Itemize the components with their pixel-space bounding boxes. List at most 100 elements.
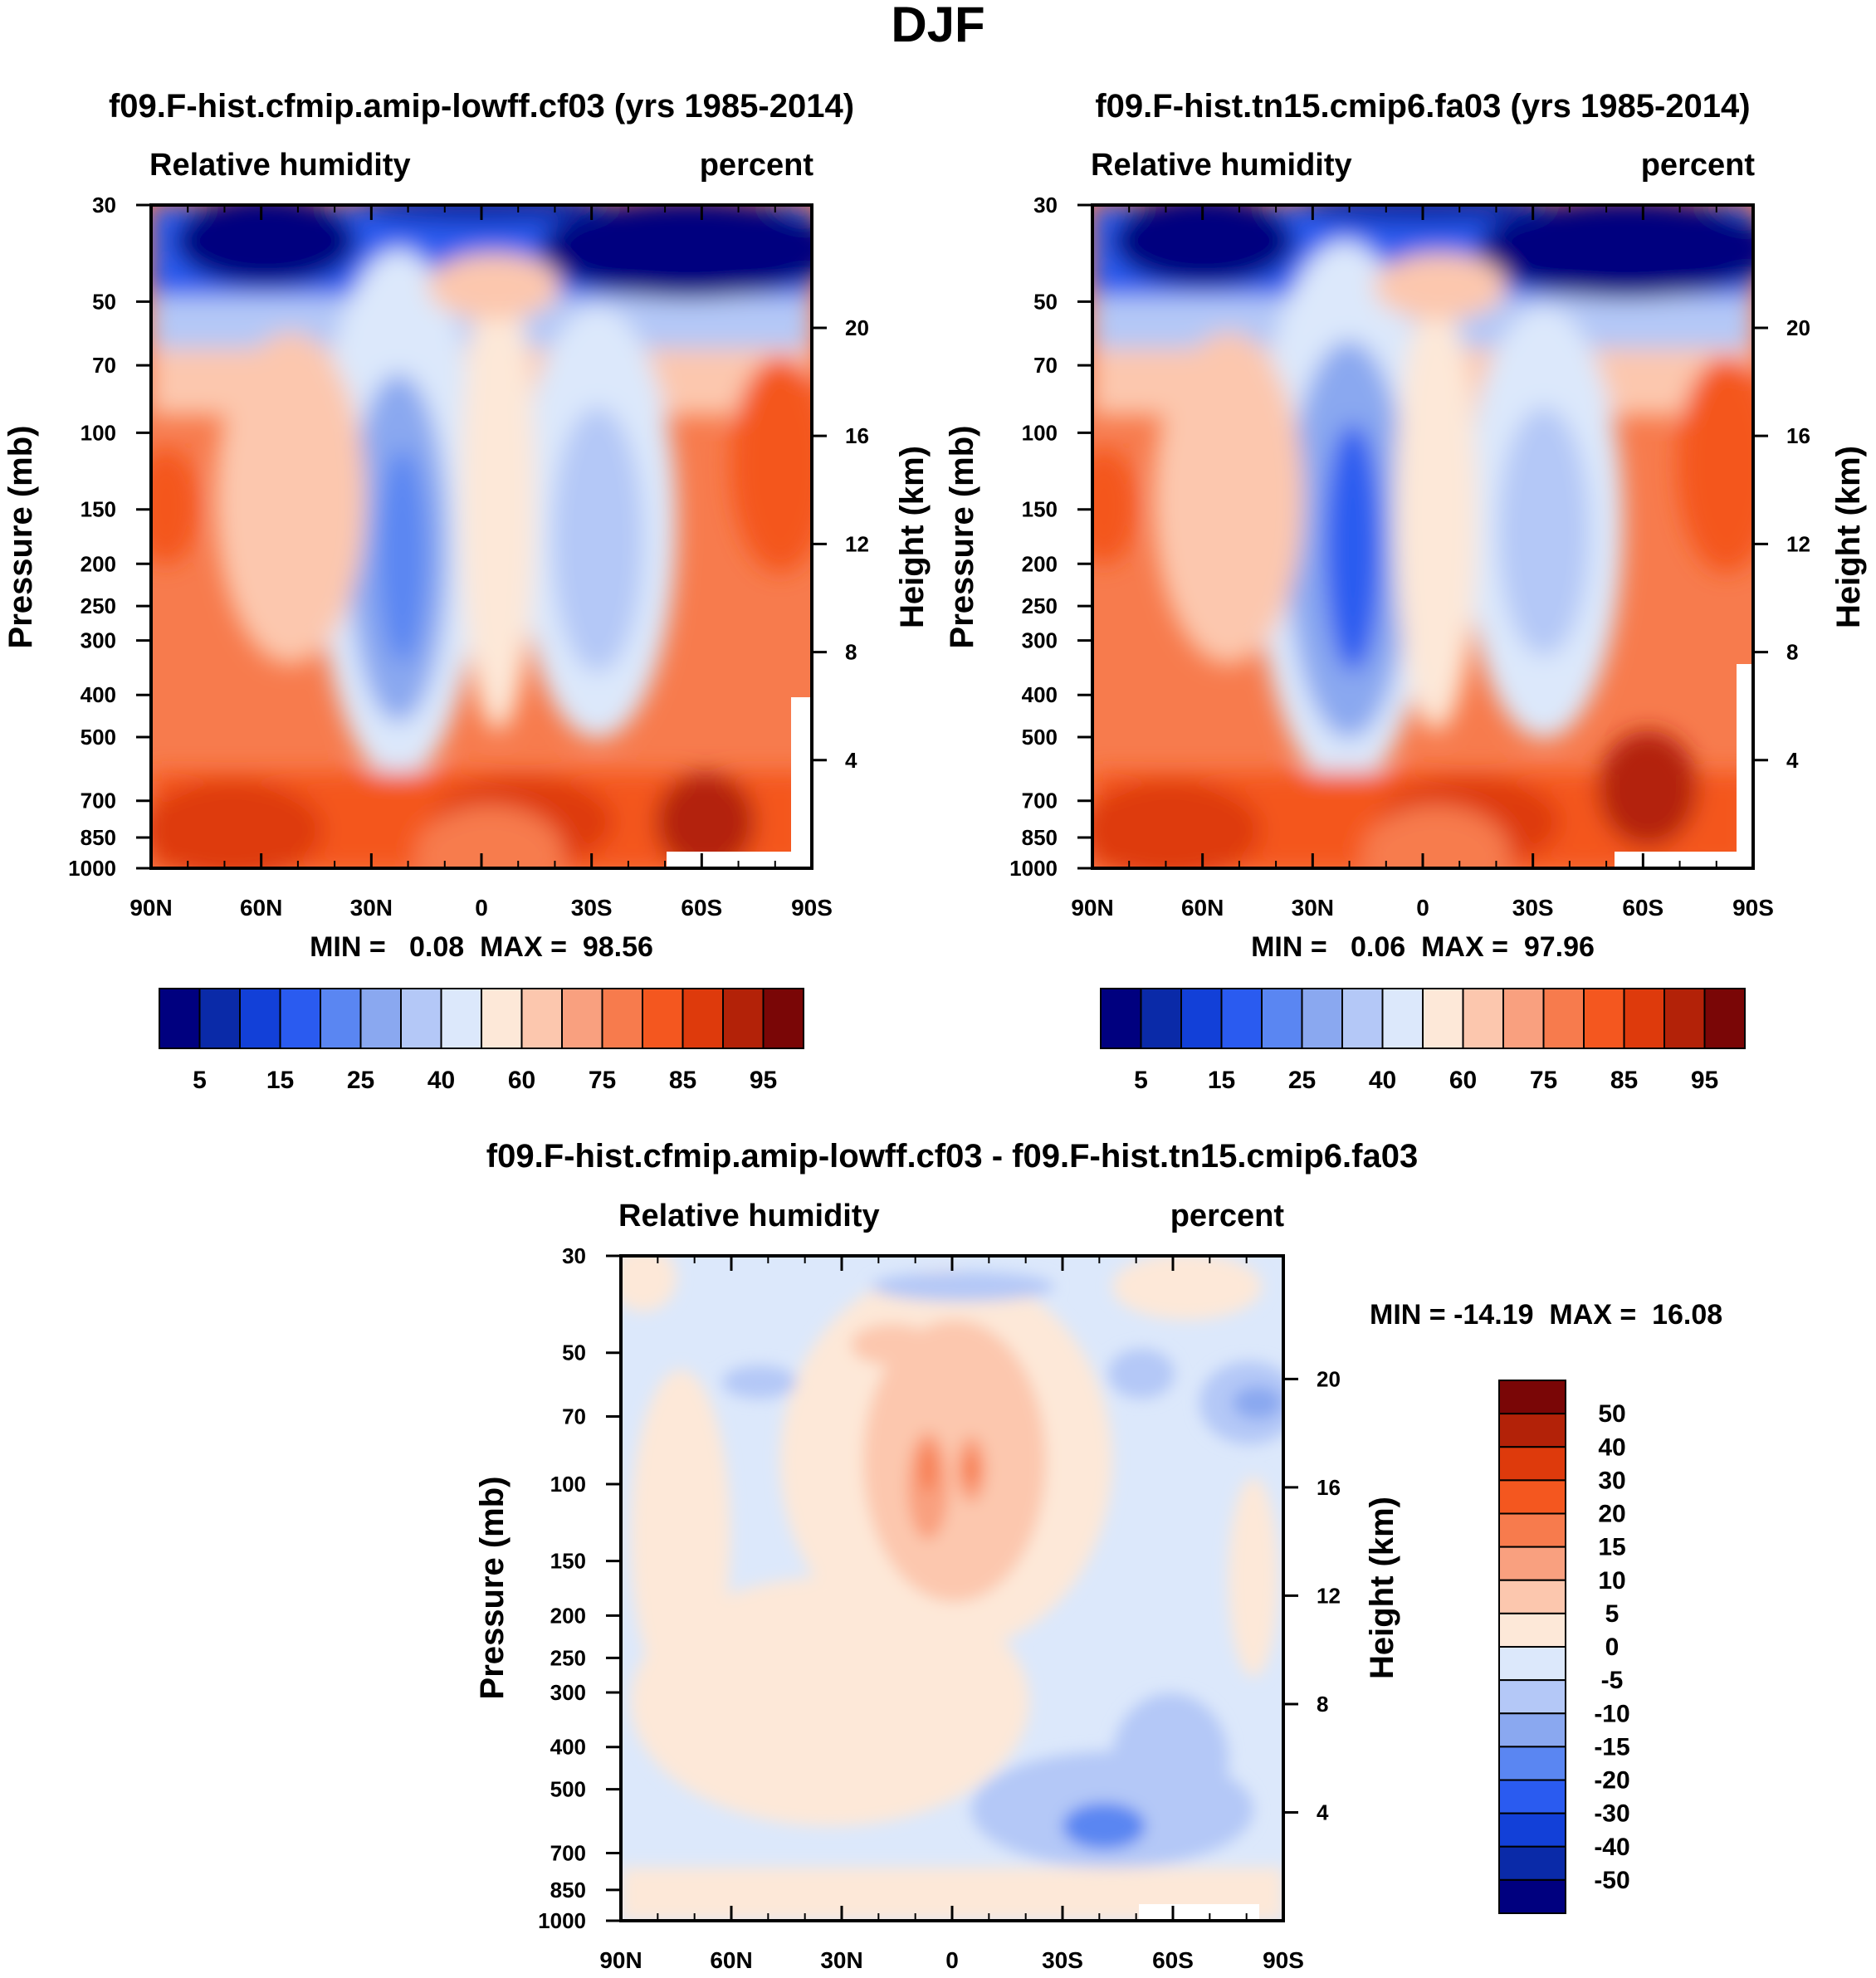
panel-c-left-label: Relative humidity [618, 1199, 880, 1233]
panel-c-colorbar-box [1498, 1479, 1566, 1515]
panel-c-colorbar-label: -50 [1594, 1867, 1629, 1894]
panel-a-htick-label: 12 [845, 531, 869, 556]
panel-a-stats: MIN = 0.08 MAX = 98.56 [310, 931, 653, 963]
panel-b-colorbar: 5 15 25 40 60 75 85 95 [1100, 988, 1746, 1094]
panel-b-xtick-label: 60S [1622, 895, 1663, 921]
panel-a-title: f09.F-hist.cfmip.amip-lowff.cf03 (yrs 19… [109, 88, 854, 125]
panel-b-ylabel: Pressure (mb) [944, 426, 980, 649]
panel-a-colorbar-label: 60 [508, 1067, 535, 1094]
panel-a-ytick-label: 100 [81, 420, 116, 445]
panel-a-htick-label: 20 [845, 315, 869, 340]
panel-b-colorbar-label: 75 [1530, 1067, 1557, 1094]
panel-c-colorbar-box [1498, 1812, 1566, 1848]
panel-b-colorbar-label: 15 [1208, 1067, 1235, 1094]
panel-c-xtick-label: 30S [1042, 1947, 1083, 1973]
panel-a-xtick-label: 30S [571, 895, 613, 921]
panel-c-colorbar-label: 15 [1598, 1534, 1625, 1561]
panel-c-colorbar-label: 0 [1605, 1634, 1620, 1661]
panel-c-colorbar-box [1498, 1646, 1566, 1682]
panel-b-colorbar-box [1583, 988, 1625, 1049]
panel-a-colorbar-box [722, 988, 765, 1049]
panel-c: f09.F-hist.cfmip.amip-lowff.cf03 - f09.F… [474, 1138, 1722, 1973]
panel-b-ytick-label: 70 [1033, 353, 1058, 378]
panel-a-xtick-label: 60S [681, 895, 722, 921]
panel-a-ylabel-right: Height (km) [894, 446, 931, 628]
panel-a-colorbar-box [481, 988, 523, 1049]
panel-a-colorbar-box [320, 988, 362, 1049]
panel-a-htick-label: 8 [845, 640, 857, 665]
panel-a-colorbar-box [762, 988, 804, 1049]
panel-a-colorbar-box [198, 988, 241, 1049]
figure-title: DJF [891, 0, 984, 52]
panel-a-colorbar-box [239, 988, 281, 1049]
panel-b-colorbar-box [1623, 988, 1665, 1049]
panel-a-ytick-label: 700 [81, 789, 116, 813]
panel-a-ytick-label: 200 [81, 551, 116, 576]
panel-c-colorbar-label: -15 [1594, 1733, 1629, 1761]
panel-a-colorbar-label: 25 [347, 1067, 374, 1094]
panel-a-colorbar-box [520, 988, 563, 1049]
panel-c-colorbar-label: 50 [1598, 1400, 1625, 1428]
panel-a-left-label: Relative humidity [149, 148, 411, 183]
panel-b-colorbar-label: 95 [1691, 1067, 1718, 1094]
panel-b-colorbar-box [1341, 988, 1384, 1049]
panel-b-xtick-label: 90N [1071, 895, 1113, 921]
panel-c-colorbar-label: -40 [1594, 1834, 1629, 1861]
panel-b-colorbar-box [1542, 988, 1585, 1049]
panel-b-colorbar-box [1381, 988, 1424, 1049]
panel-a-htick-label: 4 [845, 748, 857, 773]
panel-c-htick-label: 16 [1317, 1475, 1341, 1500]
panel-b-colorbar-box [1703, 988, 1746, 1049]
panel-c-colorbar-box [1498, 1712, 1566, 1748]
panel-c-colorbar-label: -20 [1594, 1767, 1629, 1795]
panel-c-xtick-label: 60N [710, 1947, 752, 1973]
panel-a-colorbar-box [561, 988, 603, 1049]
panel-b-ytick-label: 300 [1022, 628, 1058, 653]
panel-a-colorbar-label: 5 [193, 1067, 207, 1094]
panel-c-ytick-label: 30 [562, 1243, 586, 1268]
panel-a-colorbar-label: 85 [669, 1067, 696, 1094]
panel-a-ytick-label: 250 [81, 593, 116, 618]
panel-b-colorbar-box [1301, 988, 1343, 1049]
panel-a-htick-label: 16 [845, 423, 869, 448]
panel-c-stats: MIN = -14.19 MAX = 16.08 [1370, 1299, 1722, 1331]
panel-b-colorbar-box [1422, 988, 1464, 1049]
panel-b-ytick-label: 1000 [1009, 856, 1058, 881]
panel-b-xtick-label: 0 [1416, 895, 1429, 921]
panel-b-htick-label: 4 [1786, 748, 1799, 773]
panel-a-ylabel: Pressure (mb) [2, 426, 39, 649]
panel-a-colorbar-box [440, 988, 482, 1049]
panel-a-colorbar-box [642, 988, 684, 1049]
panel-b-colorbar-box [1663, 988, 1706, 1049]
panel-a-colorbar-label: 75 [589, 1067, 616, 1094]
panel-c-colorbar-box [1498, 1380, 1566, 1415]
panel-b-colorbar-box [1220, 988, 1263, 1049]
panel-c-ytick-label: 150 [550, 1549, 586, 1574]
panel-b-colorbar-box [1100, 988, 1142, 1049]
panel-b-ytick-label: 500 [1022, 725, 1058, 750]
panel-b-left-label: Relative humidity [1091, 148, 1352, 183]
panel-a-colorbar-box [400, 988, 442, 1049]
panel-b-ytick-label: 50 [1033, 289, 1058, 314]
panel-b-colorbar-box [1502, 988, 1545, 1049]
panel-b-colorbar-box [1140, 988, 1182, 1049]
panel-a-axes: 90N 60N 30N 0 30S 60S 90S 30 50 70 100 150 200 250 300… [68, 193, 869, 921]
panel-c-colorbar-box [1498, 1546, 1566, 1581]
panel-b-htick-label: 16 [1786, 423, 1810, 448]
panel-b-htick-label: 20 [1786, 315, 1810, 340]
panel-b-xtick-label: 60N [1181, 895, 1224, 921]
panel-b-htick-label: 12 [1786, 531, 1810, 556]
panel-b-colorbar-box [1180, 988, 1223, 1049]
panel-a-ytick-label: 50 [92, 289, 116, 314]
panel-c-ytick-label: 300 [550, 1680, 586, 1705]
panel-c-axes: 90N 60N 30N 0 30S 60S 90S 30 50 70 100 150 200 250 300… [538, 1243, 1341, 1973]
panel-c-colorbar-box [1498, 1679, 1566, 1715]
panel-c-xtick-label: 30N [820, 1947, 862, 1973]
panel-b-axes: 90N 60N 30N 0 30S 60S 90S 30 50 70 100 150 200 250 300… [1009, 193, 1810, 921]
panel-c-colorbar-label: 10 [1598, 1567, 1625, 1595]
panel-c-colorbar-label: -5 [1601, 1667, 1624, 1694]
panel-a-ytick-label: 850 [81, 825, 116, 850]
panel-b-ytick-label: 100 [1022, 420, 1058, 445]
panel-c-ytick-label: 200 [550, 1603, 586, 1628]
